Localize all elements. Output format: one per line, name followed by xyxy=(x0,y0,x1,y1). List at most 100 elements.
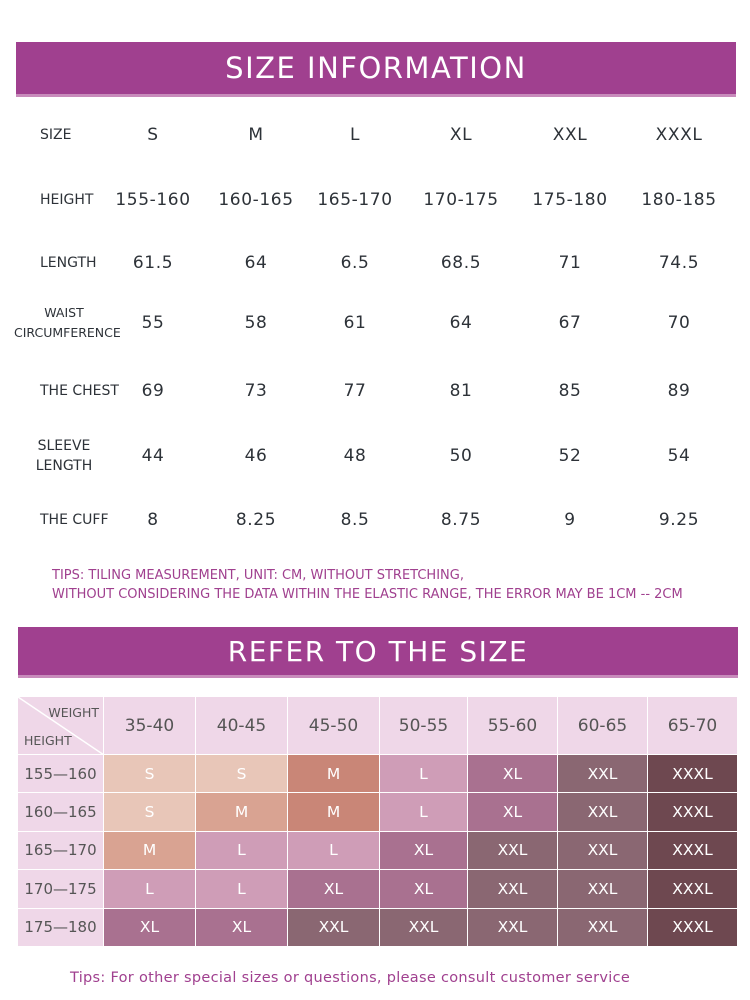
size-recommendation-cell: XXL xyxy=(468,831,558,871)
size-recommendation-cell: XL xyxy=(288,870,380,909)
corner-height-label: HEIGHT xyxy=(24,733,72,748)
measurement-cell: 44 xyxy=(141,446,165,466)
tips-line-1: TIPS: TILING MEASUREMENT, UNIT: CM, WITH… xyxy=(52,568,464,583)
size-recommendation-cell: M xyxy=(196,793,288,832)
size-recommendation-cell: L xyxy=(288,831,380,871)
size-recommendation-cell: S xyxy=(196,755,288,794)
row-label: THE CUFF xyxy=(40,512,109,528)
measurement-cell: 71 xyxy=(558,253,582,273)
size-recommendation-cell: XXL xyxy=(380,908,468,947)
measurement-cell: 8.25 xyxy=(235,510,277,530)
measurement-cell: 180-185 xyxy=(641,190,717,210)
measurement-cell: 67 xyxy=(558,313,582,333)
size-recommendation-cell: XXXL xyxy=(648,870,738,909)
measurement-cell: 85 xyxy=(558,381,582,401)
row-label-line: LENGTH xyxy=(35,458,93,474)
weight-header-cell: 45-50 xyxy=(288,697,380,755)
size-recommendation-cell: L xyxy=(196,831,288,871)
corner-weight-label: WEIGHT xyxy=(48,705,99,720)
row-label: SLEEVE LENGTH xyxy=(14,436,114,476)
measurement-cell: 73 xyxy=(244,381,268,401)
size-information-title: SIZE INFORMATION xyxy=(225,51,527,85)
corner-diagonal-line xyxy=(18,697,104,755)
row-label: WAIST CIRCUMFERENCE xyxy=(14,303,121,343)
size-recommendation-cell: L xyxy=(104,870,196,909)
weight-header-cell: 60-65 xyxy=(558,697,648,755)
size-recommendation-cell: XXL xyxy=(558,793,648,832)
measurement-cell: 9 xyxy=(564,510,576,530)
size-recommendation-cell: XXXL xyxy=(648,793,738,832)
size-header-cell: XXL xyxy=(552,125,588,145)
row-label-line: CIRCUMFERENCE xyxy=(14,325,121,340)
size-recommendation-cell: XL xyxy=(380,870,468,909)
measurement-cell: 160-165 xyxy=(218,190,294,210)
size-recommendation-cell: XXL xyxy=(558,870,648,909)
measurement-cell: 170-175 xyxy=(423,190,499,210)
size-header-cell: S xyxy=(147,125,159,145)
size-recommendation-cell: S xyxy=(104,755,196,794)
measurement-cell: 58 xyxy=(244,313,268,333)
measurement-cell: 175-180 xyxy=(532,190,608,210)
row-label-line: SLEEVE xyxy=(37,438,91,454)
size-recommendation-cell: XXL xyxy=(468,908,558,947)
size-recommendation-cell: XL xyxy=(380,831,468,871)
weight-header-cell: 55-60 xyxy=(468,697,558,755)
measurement-cell: 9.25 xyxy=(658,510,700,530)
size-recommendation-cell: XXXL xyxy=(648,908,738,947)
size-recommendation-cell: M xyxy=(288,793,380,832)
row-label-line: WAIST xyxy=(44,305,84,320)
height-label-cell: 155—160 xyxy=(18,755,104,794)
measurement-cell: 61 xyxy=(343,313,367,333)
height-label-cell: 160—165 xyxy=(18,793,104,832)
size-recommendation-cell: XL xyxy=(468,755,558,794)
refer-size-title: REFER TO THE SIZE xyxy=(227,634,529,668)
measurement-cell: 155-160 xyxy=(115,190,191,210)
measurement-cell: 50 xyxy=(449,446,473,466)
row-label: LENGTH xyxy=(40,255,97,271)
size-recommendation-cell: XXXL xyxy=(648,831,738,871)
measurement-tips: TIPS: TILING MEASUREMENT, UNIT: CM, WITH… xyxy=(52,566,683,604)
measurement-cell: 64 xyxy=(449,313,473,333)
refer-size-banner: REFER TO THE SIZE xyxy=(18,627,738,678)
size-recommendation-cell: XL xyxy=(196,908,288,947)
tips-line-2: WITHOUT CONSIDERING THE DATA WITHIN THE … xyxy=(52,587,683,602)
footer-tip: Tips: For other special sizes or questio… xyxy=(70,970,631,986)
measurement-cell: 8 xyxy=(147,510,159,530)
measurement-cell: 165-170 xyxy=(317,190,393,210)
height-label-cell: 165—170 xyxy=(18,831,104,871)
refer-size-grid: WEIGHT HEIGHT 35-40 40-45 45-50 50-55 55-60 60-… xyxy=(18,697,738,947)
size-recommendation-cell: XXL xyxy=(288,908,380,947)
measurement-cell: 70 xyxy=(667,313,691,333)
measurement-cell: 89 xyxy=(667,381,691,401)
row-label: THE CHEST xyxy=(40,383,119,399)
size-recommendation-cell: M xyxy=(288,755,380,794)
size-header-cell: XXXL xyxy=(655,125,703,145)
height-label-cell: 170—175 xyxy=(18,870,104,909)
weight-header-cell: 65-70 xyxy=(648,697,738,755)
measurement-cell: 6.5 xyxy=(340,253,370,273)
grid-corner: WEIGHT HEIGHT xyxy=(18,697,104,755)
size-recommendation-cell: XL xyxy=(104,908,196,947)
size-recommendation-cell: S xyxy=(104,793,196,832)
size-recommendation-cell: XXL xyxy=(558,908,648,947)
measurement-cell: 68.5 xyxy=(440,253,482,273)
measurement-cell: 8.75 xyxy=(440,510,482,530)
size-header-cell: L xyxy=(349,125,361,145)
weight-header-cell: 50-55 xyxy=(380,697,468,755)
measurement-cell: 64 xyxy=(244,253,268,273)
measurement-cell: 8.5 xyxy=(340,510,370,530)
measurement-cell: 52 xyxy=(558,446,582,466)
size-information-banner: SIZE INFORMATION xyxy=(16,42,736,97)
measurement-cell: 48 xyxy=(343,446,367,466)
size-recommendation-cell: XL xyxy=(468,793,558,832)
measurement-cell: 81 xyxy=(449,381,473,401)
weight-header-cell: 40-45 xyxy=(196,697,288,755)
height-label-cell: 175—180 xyxy=(18,908,104,947)
size-recommendation-cell: XXXL xyxy=(648,755,738,794)
size-recommendation-cell: L xyxy=(380,755,468,794)
measurement-cell: 46 xyxy=(244,446,268,466)
measurement-cell: 61.5 xyxy=(132,253,174,273)
measurement-cell: 54 xyxy=(667,446,691,466)
size-header-cell: M xyxy=(248,125,264,145)
measurement-cell: 69 xyxy=(141,381,165,401)
